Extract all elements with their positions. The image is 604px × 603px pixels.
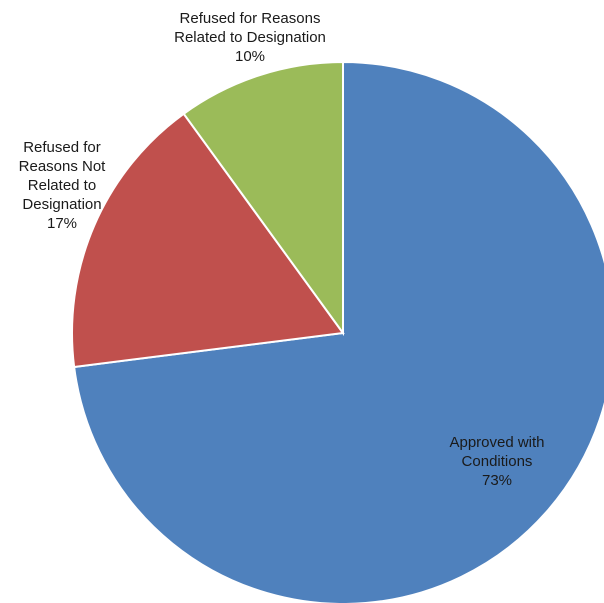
value-label: 17%	[46, 215, 78, 232]
slice-label: Refused for Reasons Not Related to Desig…	[4, 138, 120, 233]
slice-label: Approved with Conditions 73%	[432, 433, 562, 490]
value-label: 10%	[234, 48, 266, 65]
pie-slice	[73, 60, 604, 603]
value-label: 73%	[481, 472, 513, 489]
pie-slice	[71, 112, 345, 369]
category-label: Refused for Reasons Not Related to Desig…	[18, 139, 106, 213]
category-label: Approved with Conditions	[449, 434, 545, 470]
category-label: Refused for Reasons Related to Designati…	[174, 10, 326, 46]
pie-slice	[182, 60, 344, 337]
slice-label: Refused for Reasons Related to Designati…	[164, 9, 336, 66]
